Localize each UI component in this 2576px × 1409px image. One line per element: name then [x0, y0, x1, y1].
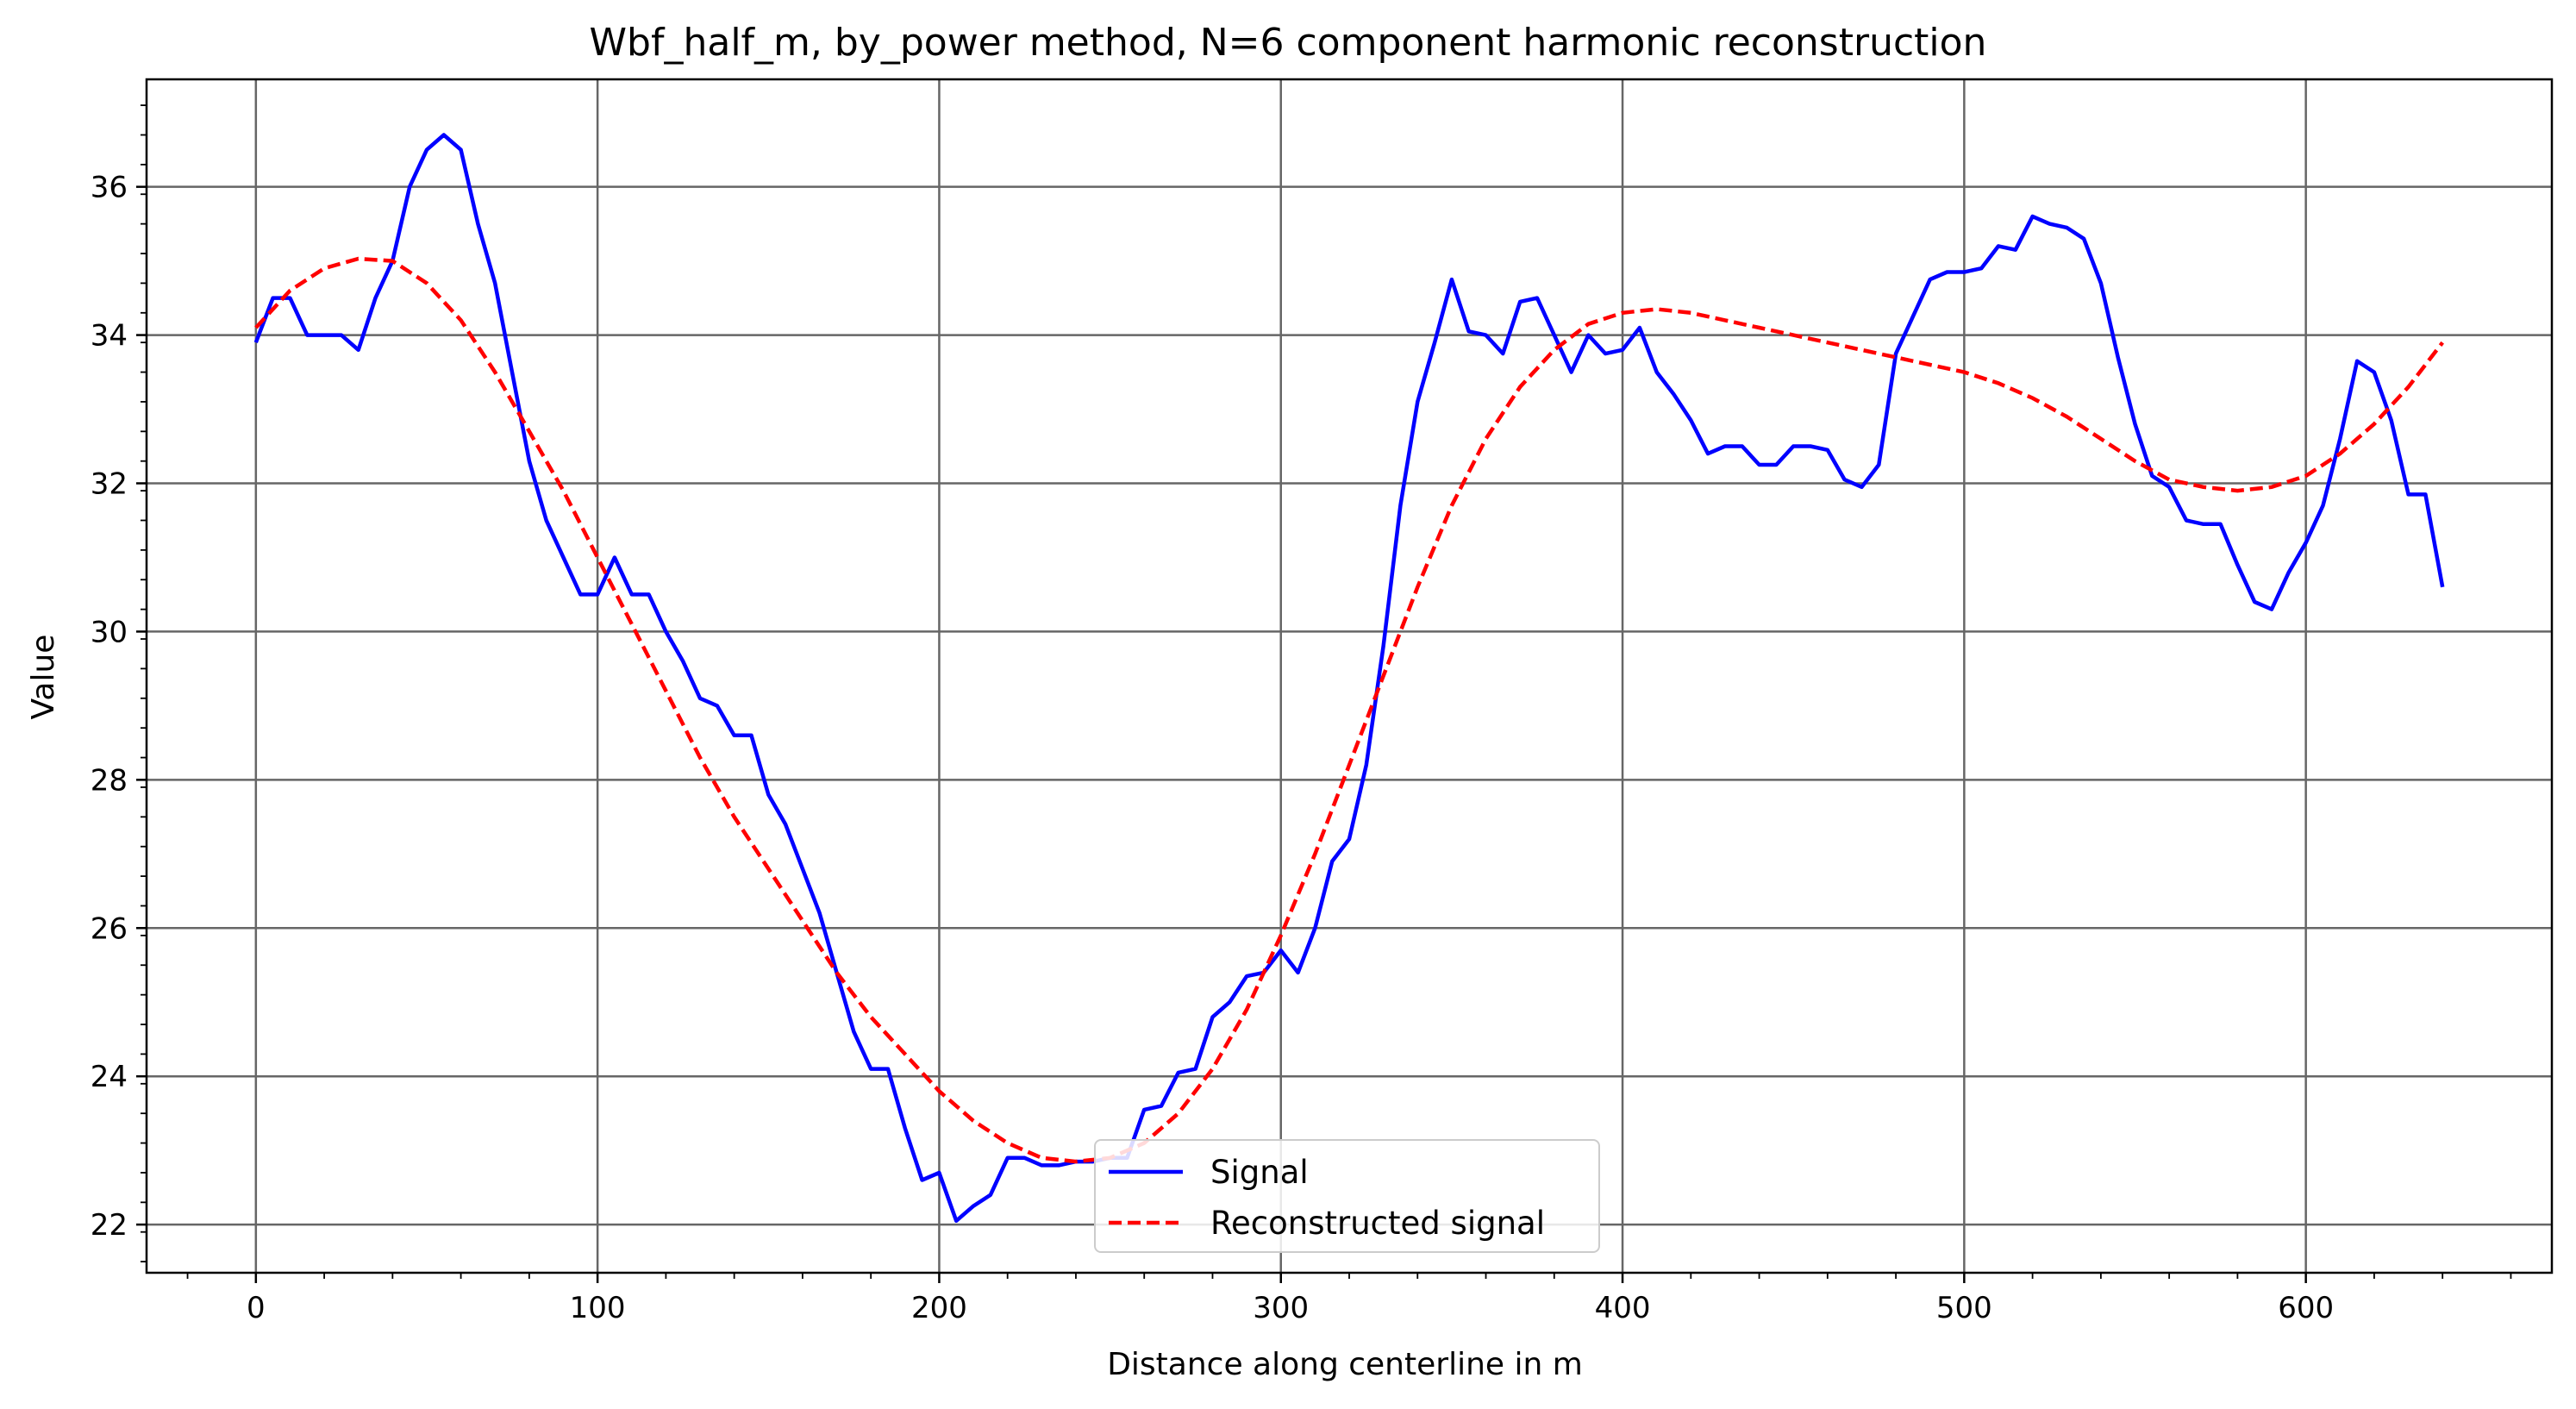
x-tick-label: 400: [1595, 1291, 1651, 1325]
y-tick-label: 36: [91, 171, 128, 205]
grid-lines: [147, 79, 2552, 1273]
y-tick-label: 32: [91, 467, 128, 501]
x-tick-label: 600: [2278, 1291, 2334, 1325]
y-axis-label: Value: [26, 635, 61, 720]
x-tick-label: 100: [570, 1291, 626, 1325]
y-tick-label: 28: [91, 763, 128, 798]
series-line-reconstructed-signal: [254, 256, 2444, 1164]
x-tick-label: 500: [1936, 1291, 1992, 1325]
legend-box: [1094, 1139, 1600, 1253]
plot-area-frame: [145, 78, 2554, 1274]
x-tick-label: 0: [247, 1291, 266, 1325]
y-tick-label: 30: [91, 615, 128, 649]
ticks: 0 100 200 300 400 500 600 22 24 26 28 30 32 34 36: [91, 104, 2512, 1325]
legend-label-reconstructed-signal: Reconstructed signal: [1210, 1205, 1545, 1242]
legend: Signal Reconstructed signal: [1094, 1139, 1600, 1253]
y-tick-label: 24: [91, 1060, 128, 1094]
x-axis-label: Distance along centerline in m: [1107, 1347, 1583, 1382]
chart-title: Wbf_half_m, by_power method, N=6 compone…: [590, 21, 1987, 65]
data-series: [253, 133, 2445, 1224]
y-tick-label: 26: [91, 911, 128, 946]
legend-label-signal: Signal: [1210, 1154, 1309, 1191]
x-tick-label: 200: [911, 1291, 967, 1325]
series-line-signal: [253, 133, 2445, 1224]
y-tick-label: 34: [91, 319, 128, 354]
y-tick-label: 22: [91, 1208, 128, 1243]
x-tick-label: 300: [1253, 1291, 1309, 1325]
